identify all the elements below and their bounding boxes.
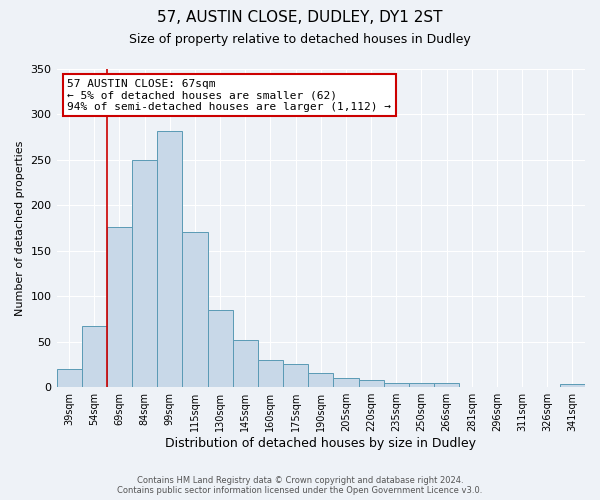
Bar [383, 382, 409, 387]
Bar [409, 382, 434, 387]
Bar [560, 384, 585, 387]
Bar [182, 232, 208, 387]
Bar [82, 326, 107, 387]
Text: Size of property relative to detached houses in Dudley: Size of property relative to detached ho… [129, 32, 471, 46]
Bar [233, 340, 258, 387]
Text: Contains HM Land Registry data © Crown copyright and database right 2024.
Contai: Contains HM Land Registry data © Crown c… [118, 476, 482, 495]
Bar [107, 227, 132, 387]
Text: 57, AUSTIN CLOSE, DUDLEY, DY1 2ST: 57, AUSTIN CLOSE, DUDLEY, DY1 2ST [157, 10, 443, 25]
X-axis label: Distribution of detached houses by size in Dudley: Distribution of detached houses by size … [165, 437, 476, 450]
Bar [157, 131, 182, 387]
Bar [208, 310, 233, 387]
Bar [308, 372, 334, 387]
Text: 57 AUSTIN CLOSE: 67sqm
← 5% of detached houses are smaller (62)
94% of semi-deta: 57 AUSTIN CLOSE: 67sqm ← 5% of detached … [67, 78, 391, 112]
Bar [56, 369, 82, 387]
Bar [434, 382, 459, 387]
Y-axis label: Number of detached properties: Number of detached properties [15, 140, 25, 316]
Bar [132, 160, 157, 387]
Bar [283, 364, 308, 387]
Bar [258, 360, 283, 387]
Bar [334, 378, 359, 387]
Bar [359, 380, 383, 387]
